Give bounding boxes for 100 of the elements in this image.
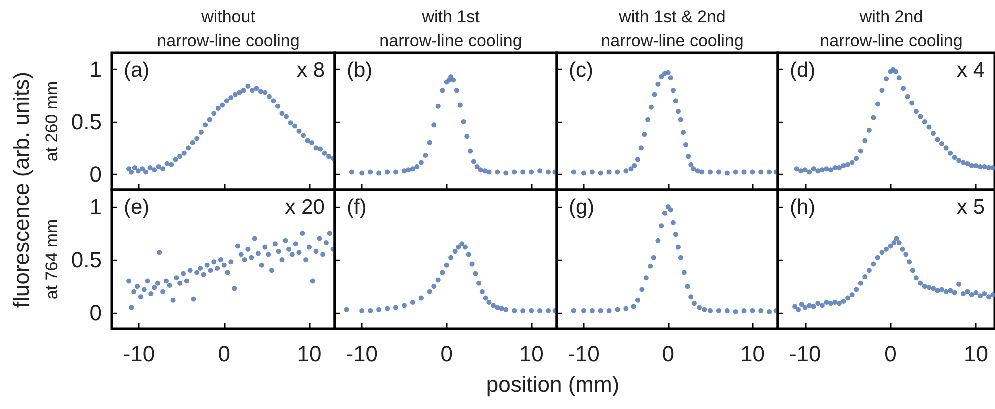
point xyxy=(670,88,676,94)
annotation: (d) xyxy=(790,59,816,82)
point xyxy=(960,160,966,166)
point xyxy=(464,134,470,140)
point xyxy=(894,236,900,242)
point xyxy=(952,290,958,296)
point xyxy=(969,163,974,168)
point xyxy=(700,170,705,175)
point xyxy=(538,168,543,174)
point xyxy=(750,308,756,314)
y-tick-label: 0 xyxy=(90,162,102,187)
point xyxy=(904,252,909,258)
point xyxy=(470,262,475,267)
y-tick-label: 0.5 xyxy=(71,248,102,273)
point xyxy=(684,142,689,148)
point xyxy=(220,102,226,108)
point xyxy=(678,117,684,122)
point xyxy=(471,159,476,164)
point xyxy=(638,146,644,151)
point xyxy=(811,166,816,172)
point xyxy=(224,98,230,104)
point xyxy=(758,170,764,175)
point xyxy=(448,74,454,80)
point xyxy=(824,300,830,305)
point xyxy=(656,238,661,244)
point xyxy=(436,278,441,283)
point xyxy=(385,306,390,312)
point xyxy=(164,161,170,166)
point xyxy=(875,102,880,107)
point xyxy=(702,307,708,312)
point xyxy=(688,162,694,168)
annotation: (g) xyxy=(569,196,595,219)
point xyxy=(742,170,747,175)
point xyxy=(288,120,294,126)
point xyxy=(750,170,756,175)
point xyxy=(349,170,354,175)
y-tick-label: 1 xyxy=(90,194,102,220)
y-tick-label: 1 xyxy=(90,57,102,82)
point xyxy=(254,86,260,92)
point xyxy=(841,163,846,168)
point xyxy=(344,307,350,312)
text: fluorescence (arb. units) xyxy=(9,72,35,308)
y-tick-label: 0.5 xyxy=(71,110,102,135)
x-tick-label: 10 xyxy=(740,342,765,366)
point xyxy=(884,76,889,82)
point xyxy=(858,280,864,286)
point xyxy=(237,90,242,96)
point xyxy=(432,284,437,290)
point xyxy=(930,131,936,136)
point xyxy=(974,290,979,296)
point xyxy=(659,224,664,229)
point xyxy=(659,74,664,80)
point xyxy=(178,154,183,160)
point xyxy=(922,284,928,290)
point xyxy=(866,128,872,133)
point xyxy=(956,158,962,164)
x-tick-label: 0 xyxy=(662,342,674,366)
point xyxy=(305,138,310,144)
point xyxy=(140,166,146,172)
point xyxy=(440,270,446,276)
point xyxy=(266,94,272,100)
point xyxy=(662,210,668,216)
point xyxy=(126,166,132,172)
point xyxy=(504,170,509,176)
point xyxy=(724,308,730,314)
point xyxy=(802,168,808,173)
point xyxy=(495,305,500,310)
point xyxy=(673,98,678,104)
point xyxy=(930,286,936,292)
point xyxy=(423,152,428,158)
point xyxy=(850,292,855,298)
point xyxy=(940,141,945,146)
point xyxy=(284,114,289,120)
y-tick-label: 0 xyxy=(90,300,102,326)
point xyxy=(474,164,480,170)
point xyxy=(807,303,812,308)
point xyxy=(652,92,658,98)
point xyxy=(893,69,898,74)
point xyxy=(360,170,365,176)
x-tick-label: 10 xyxy=(519,342,544,366)
x-tick-label: -10 xyxy=(789,342,822,366)
point xyxy=(262,90,268,96)
x-tick-label: -10 xyxy=(568,342,600,366)
point xyxy=(910,100,915,106)
point xyxy=(173,157,178,162)
point xyxy=(854,287,860,292)
point xyxy=(918,280,924,286)
point xyxy=(697,305,702,310)
annotation: (h) xyxy=(790,196,816,219)
point xyxy=(832,166,838,171)
point xyxy=(582,170,586,176)
point xyxy=(986,294,992,300)
point xyxy=(926,124,932,130)
point xyxy=(724,170,730,176)
point xyxy=(529,170,534,175)
point xyxy=(969,292,974,298)
point xyxy=(767,170,772,175)
point xyxy=(418,296,424,301)
point xyxy=(837,166,842,171)
point xyxy=(670,220,676,226)
